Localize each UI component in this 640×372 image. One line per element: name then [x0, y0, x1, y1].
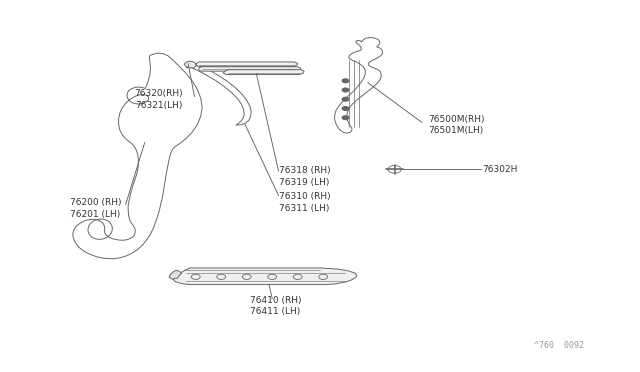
- Text: 76310 (RH)
76311 (LH): 76310 (RH) 76311 (LH): [278, 192, 330, 213]
- Circle shape: [342, 88, 349, 92]
- Text: 76318 (RH)
76319 (LH): 76318 (RH) 76319 (LH): [278, 166, 330, 187]
- Text: 76410 (RH)
76411 (LH): 76410 (RH) 76411 (LH): [250, 296, 301, 317]
- PathPatch shape: [184, 61, 196, 68]
- Text: 76302H: 76302H: [483, 165, 518, 174]
- PathPatch shape: [223, 70, 304, 74]
- PathPatch shape: [199, 67, 301, 71]
- PathPatch shape: [173, 268, 357, 285]
- Circle shape: [342, 97, 349, 101]
- Circle shape: [342, 116, 349, 119]
- Text: 76320(RH)
76321(LH): 76320(RH) 76321(LH): [134, 89, 183, 110]
- PathPatch shape: [169, 270, 182, 279]
- PathPatch shape: [196, 62, 298, 66]
- Text: ^760  0092: ^760 0092: [534, 341, 584, 350]
- Text: 76200 (RH)
76201 (LH): 76200 (RH) 76201 (LH): [70, 198, 122, 219]
- Text: 76500M(RH)
76501M(LH): 76500M(RH) 76501M(LH): [428, 115, 485, 135]
- Circle shape: [342, 107, 349, 110]
- Circle shape: [342, 79, 349, 83]
